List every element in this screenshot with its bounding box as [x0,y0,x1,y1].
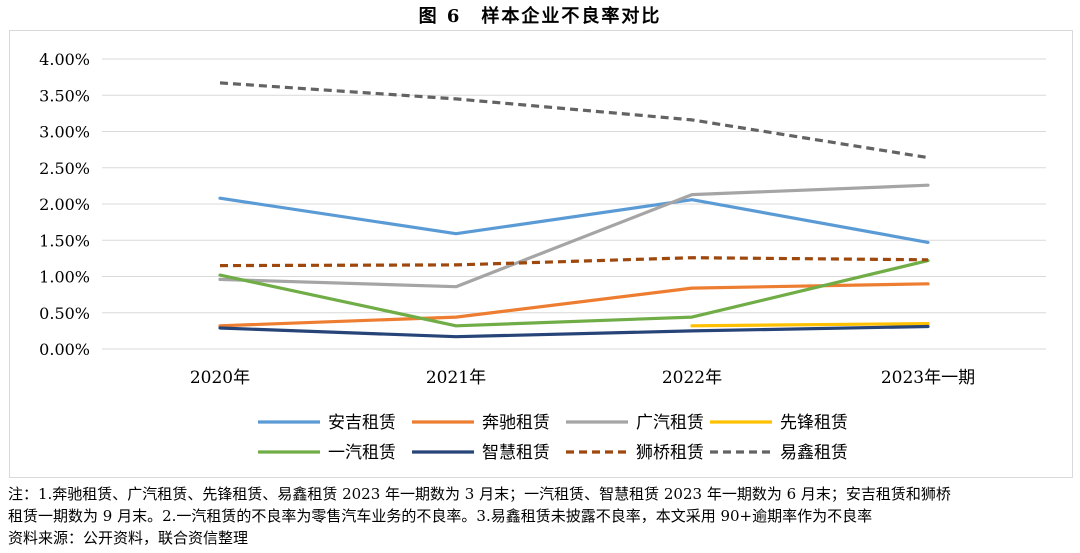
y-tick-label: 0.50% [39,304,90,323]
series-line [218,324,930,339]
series-line [218,196,930,244]
y-tick-label: 1.00% [39,268,90,287]
series-line [690,322,930,328]
legend-label: 先锋租赁 [780,413,848,433]
line-chart: 0.00% 0.50% 1.00% 1.50% 2.00% 2.50% 3.00% 3.50%… [39,50,1046,463]
legend-label: 易鑫租赁 [780,443,848,463]
series-line [219,256,929,268]
legend-label: 狮桥租赁 [636,443,704,463]
y-tick-label: 2.50% [39,159,90,178]
y-tick-label: 2.00% [39,195,90,214]
y-tick-label: 0.00% [39,340,90,359]
legend-label: 安吉租赁 [328,413,396,433]
y-tick-label: 3.00% [39,123,90,142]
y-tick-label: 3.50% [39,86,90,105]
legend-label: 奔驰租赁 [482,413,550,433]
series-line [218,183,930,289]
figure-title: 图 6 样本企业不良率对比 [418,6,662,27]
x-tick-label: 2022年 [662,368,722,388]
series-line [219,81,929,160]
footnote-line-1: 注：1.奔驰租赁、广汽租赁、先锋租赁、易鑫租赁 2023 年一期数为 3 月末；… [8,485,951,503]
x-tick-label: 2021年 [426,368,486,388]
chart-frame: 0.00% 0.50% 1.00% 1.50% 2.00% 2.50% 3.00% 3.50%… [9,30,1073,478]
footnotes: 注：1.奔驰租赁、广汽租赁、先锋租赁、易鑫租赁 2023 年一期数为 3 月末；… [8,483,1076,549]
legend-label: 智慧租赁 [482,443,550,463]
legend-label: 一汽租赁 [328,443,396,463]
x-tick-label: 2020年 [190,368,250,388]
footnote-line-2: 租赁一期数为 9 月末。2.一汽租赁的不良率为零售汽车业务的不良率。3.易鑫租赁… [8,507,873,525]
series-line [218,259,930,328]
x-tick-label: 2023年一期 [881,368,975,388]
footnote-source: 资料来源：公开资料，联合资信整理 [8,529,249,547]
y-tick-label: 1.50% [39,231,90,250]
y-tick-label: 4.00% [39,50,90,69]
legend-label: 广汽租赁 [636,413,704,433]
series-line [218,282,930,328]
